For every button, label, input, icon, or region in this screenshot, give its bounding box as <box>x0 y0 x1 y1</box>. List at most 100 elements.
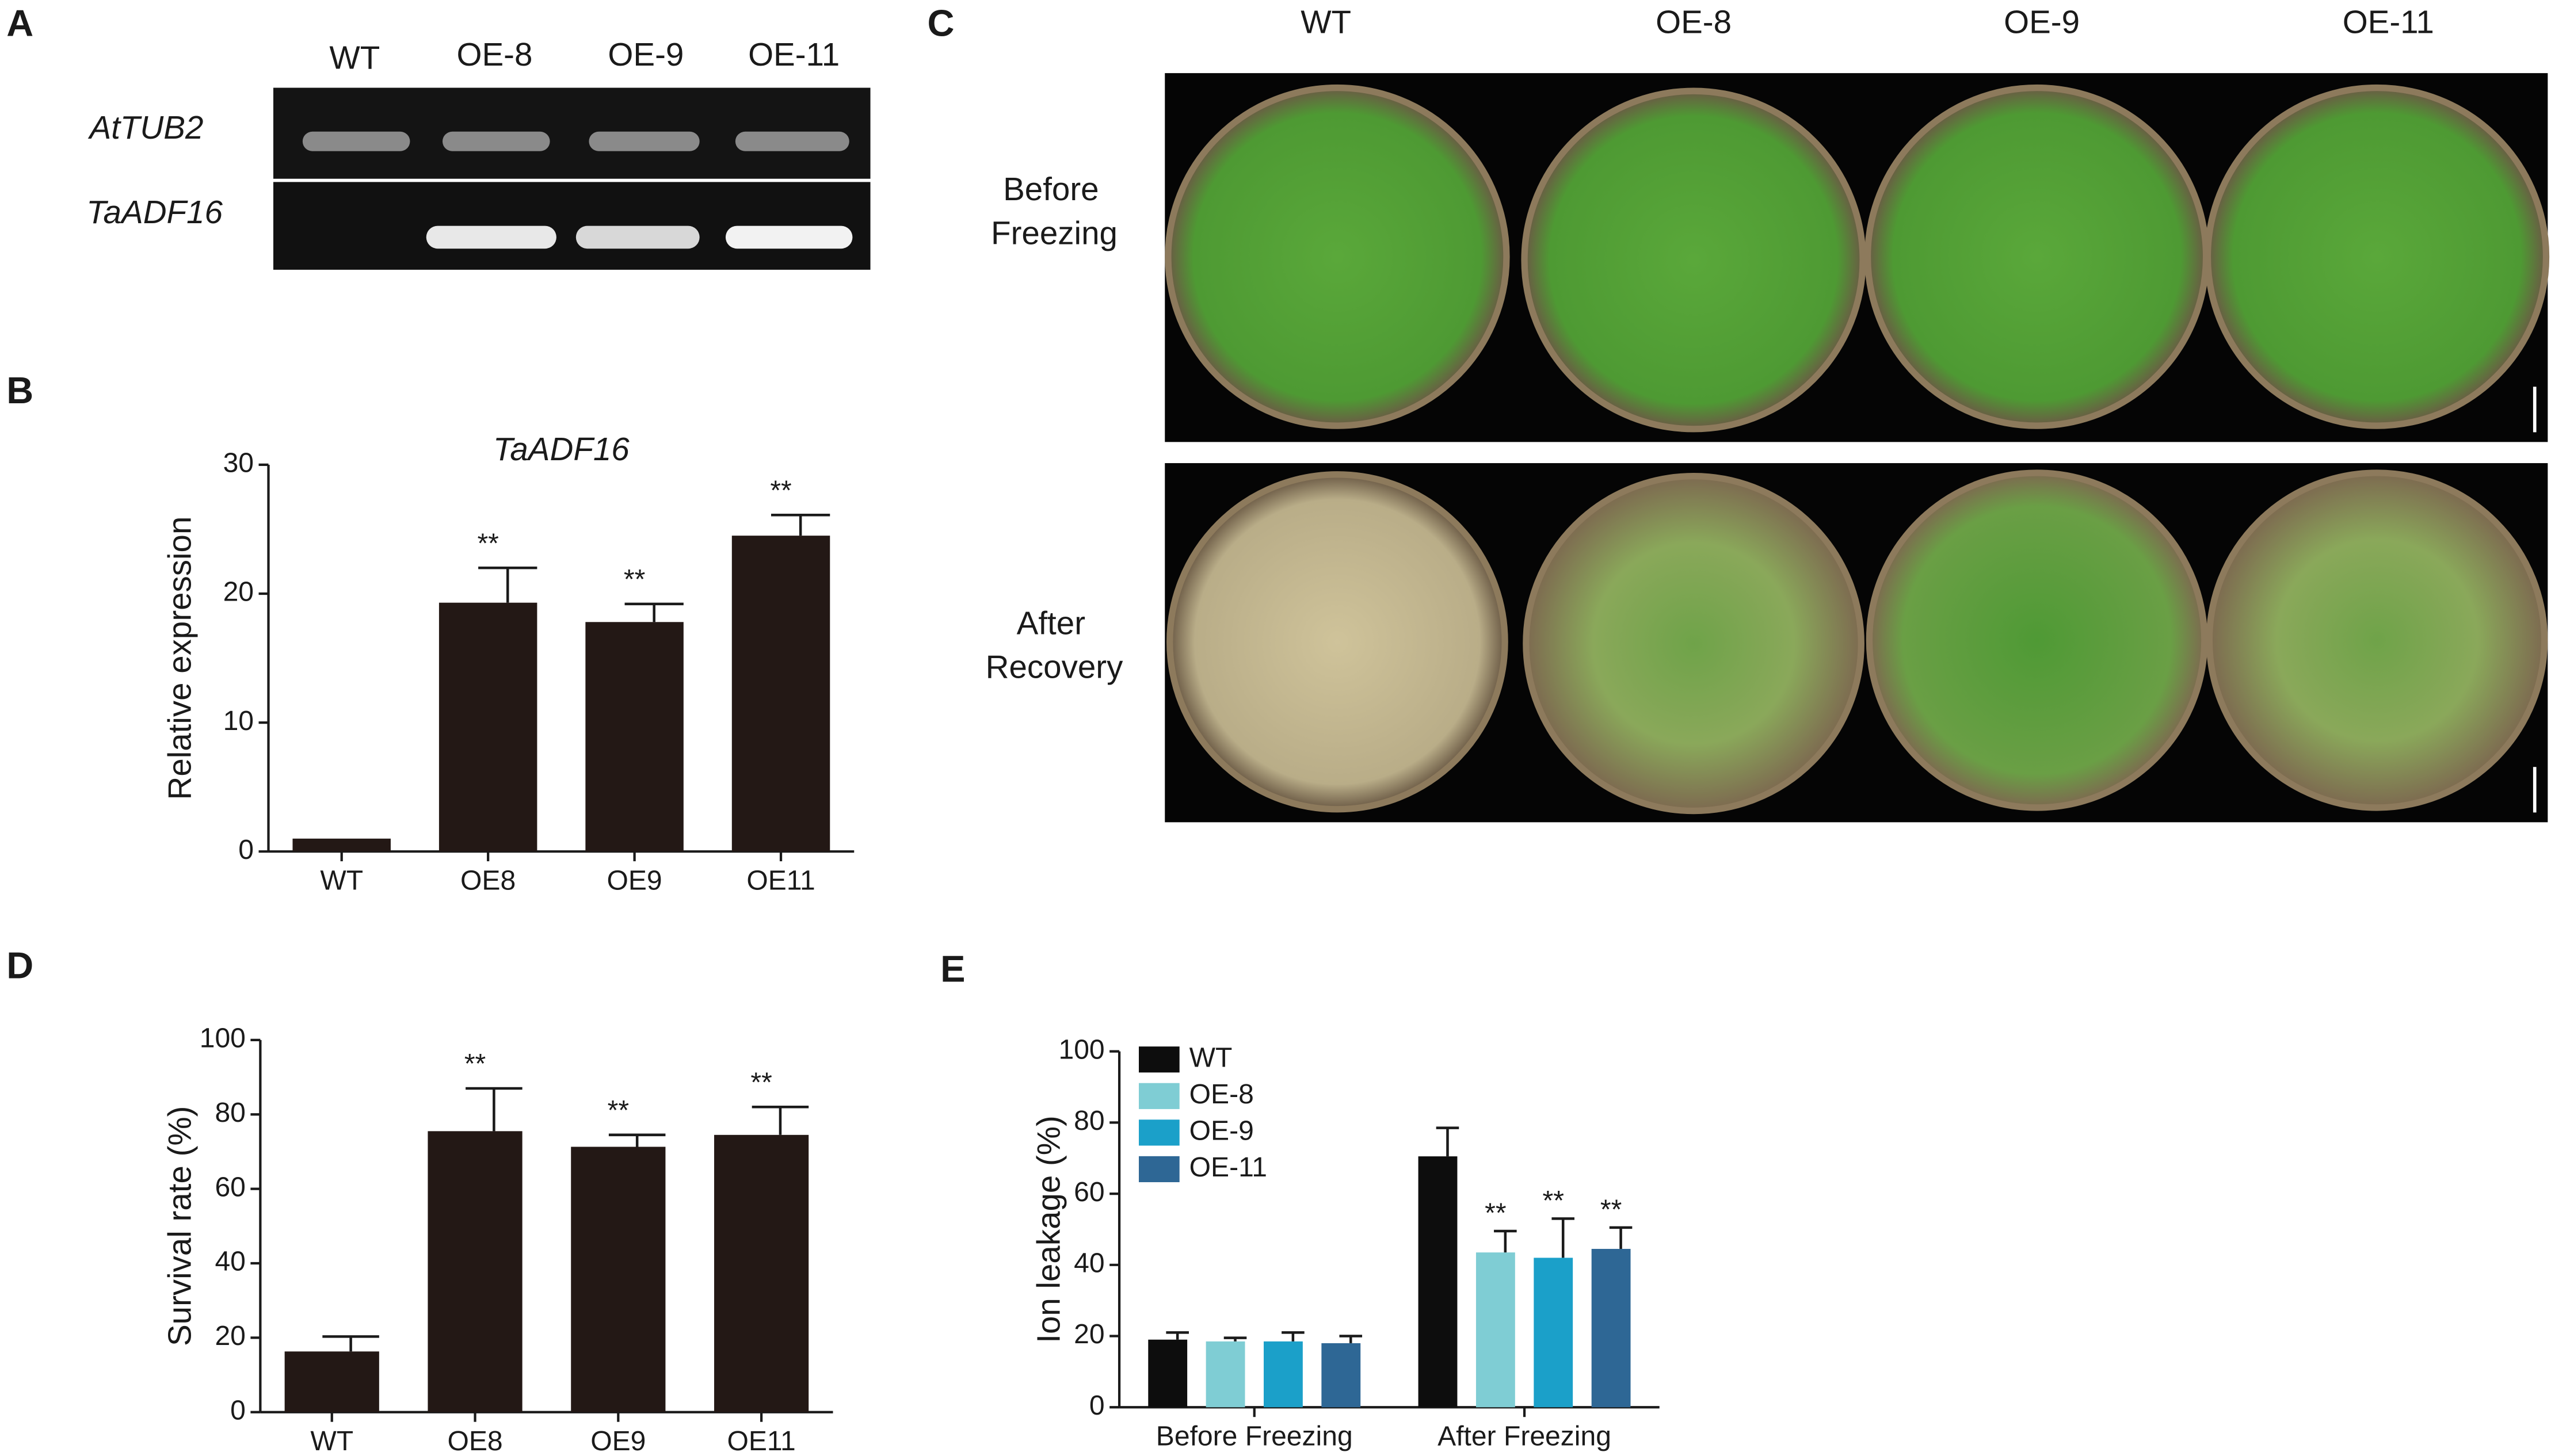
error-bar <box>752 1106 809 1135</box>
error-bar <box>1609 1226 1633 1249</box>
line-label: OE-8 <box>1656 3 1732 40</box>
x-tick-label: OE9 <box>607 866 662 896</box>
x-tick-label: WT <box>310 1426 353 1456</box>
x-tick-label: OE8 <box>460 866 516 896</box>
y-tick-label: 80 <box>215 1098 245 1128</box>
condition-label: Freezing <box>991 215 1118 251</box>
bar <box>1148 1339 1188 1408</box>
legend-swatch <box>1139 1119 1180 1146</box>
error-bar <box>608 1133 666 1147</box>
error-bar <box>1494 1229 1517 1253</box>
gene-label: AtTUB2 <box>87 109 203 146</box>
legend-swatch <box>1139 1156 1180 1183</box>
panel-label: C <box>927 2 954 44</box>
bar <box>284 1351 379 1412</box>
y-tick-label: 0 <box>230 1395 246 1426</box>
bar <box>571 1147 666 1412</box>
x-tick-label: Before Freezing <box>1156 1421 1353 1452</box>
legend-label: OE-11 <box>1189 1152 1267 1183</box>
error-bar <box>322 1335 379 1352</box>
y-tick-label: 20 <box>215 1321 245 1351</box>
bar <box>731 536 830 852</box>
bar <box>1418 1156 1458 1408</box>
condition-label: Before <box>1003 171 1099 207</box>
y-tick-label: 80 <box>1074 1106 1104 1136</box>
lane-label: OE-11 <box>748 36 840 72</box>
plant-photo <box>1165 463 2548 823</box>
x-tick-label: After Freezing <box>1437 1421 1611 1452</box>
bar <box>1591 1248 1631 1408</box>
condition-label: Recovery <box>986 649 1123 685</box>
x-tick-label: OE11 <box>727 1426 795 1456</box>
line-label: OE-9 <box>2004 3 2080 40</box>
legend-label: WT <box>1189 1042 1233 1073</box>
condition-label: After <box>1017 605 1085 641</box>
y-axis-label: Ion leakage (%) <box>1030 1115 1066 1343</box>
y-tick-label: 40 <box>1074 1248 1104 1279</box>
panel-label: E <box>940 947 965 989</box>
x-tick-label: OE8 <box>447 1426 502 1456</box>
significance-label: ** <box>750 1067 772 1098</box>
x-tick-label: OE9 <box>590 1426 646 1456</box>
error-bar <box>1551 1217 1574 1258</box>
significance-label: ** <box>624 564 645 595</box>
error-bar <box>1223 1336 1247 1342</box>
y-tick-label: 100 <box>200 1023 246 1054</box>
error-bar <box>1166 1331 1189 1340</box>
gel-bands <box>302 131 853 249</box>
significance-label: ** <box>770 475 791 506</box>
chart-title: TaADF16 <box>493 431 630 467</box>
y-tick-label: 20 <box>1074 1319 1104 1350</box>
plant-photo <box>1165 73 2550 442</box>
legend-swatch <box>1139 1083 1180 1109</box>
y-tick-label: 20 <box>223 577 254 607</box>
significance-label: ** <box>464 1049 486 1079</box>
panel-label: A <box>6 2 33 44</box>
significance-label: ** <box>1485 1198 1506 1228</box>
bar <box>1264 1341 1303 1408</box>
y-tick-label: 100 <box>1058 1034 1104 1065</box>
bar <box>1475 1252 1515 1408</box>
y-tick-label: 0 <box>238 835 254 865</box>
error-bar <box>478 566 537 603</box>
y-tick-label: 60 <box>1074 1177 1104 1207</box>
error-bar <box>1339 1335 1363 1343</box>
bar <box>585 622 684 852</box>
lane-label: OE-9 <box>608 36 684 72</box>
significance-label: ** <box>1600 1194 1622 1225</box>
significance-label: ** <box>1543 1186 1564 1216</box>
error-bar <box>624 602 684 622</box>
error-bar <box>466 1087 523 1132</box>
legend-label: OE-8 <box>1189 1079 1254 1110</box>
bar <box>428 1131 523 1412</box>
y-tick-label: 0 <box>1089 1390 1105 1421</box>
x-tick-label: OE11 <box>746 866 815 896</box>
error-bar <box>1282 1331 1305 1342</box>
bar <box>438 602 537 852</box>
error-bar <box>1436 1126 1459 1157</box>
gene-label: TaADF16 <box>86 194 223 230</box>
lane-label: WT <box>329 39 380 75</box>
y-axis-label: Relative expression <box>162 517 198 800</box>
legend-label: OE-9 <box>1189 1116 1254 1147</box>
x-tick-label: WT <box>320 866 363 896</box>
bar <box>1534 1258 1573 1408</box>
legend-swatch <box>1139 1046 1180 1073</box>
line-label: WT <box>1301 3 1351 40</box>
line-label: OE-11 <box>2343 3 2434 40</box>
bar <box>714 1134 809 1412</box>
significance-label: ** <box>608 1095 629 1126</box>
y-axis-label: Survival rate (%) <box>162 1106 198 1346</box>
y-tick-label: 40 <box>215 1247 245 1277</box>
y-tick-label: 60 <box>215 1172 245 1202</box>
y-tick-label: 10 <box>223 706 254 736</box>
bar <box>1321 1343 1361 1408</box>
panel-label: D <box>6 945 33 987</box>
panel-label: B <box>6 369 33 411</box>
bar <box>292 838 391 852</box>
y-tick-label: 30 <box>223 448 254 479</box>
lane-label: OE-8 <box>456 36 532 72</box>
bar <box>1206 1341 1245 1408</box>
